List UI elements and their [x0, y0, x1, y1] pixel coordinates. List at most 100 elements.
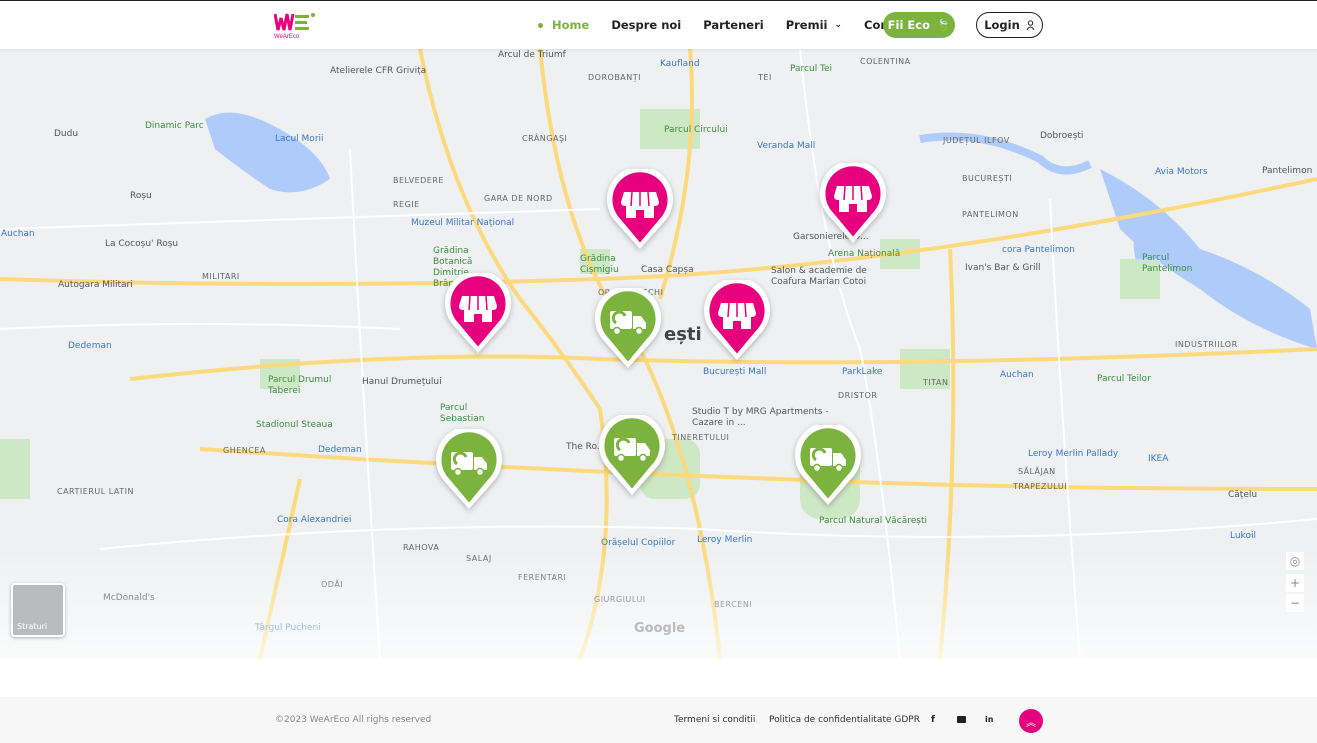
partner-map[interactable]: Arcul de Triumf Kaufland Parcul Tei COLENTI… — [0, 49, 1317, 659]
map-label: Arena Națională — [828, 249, 901, 259]
map-label: BELVEDERE — [393, 176, 444, 185]
store-pin[interactable] — [818, 160, 888, 253]
map-label: Veranda Mall — [757, 141, 816, 151]
map-label: Salon & academie de Coafura Marian Cotoi — [771, 266, 867, 287]
store-icon — [459, 295, 497, 322]
map-label: SĂLĂJAN — [1018, 467, 1056, 476]
map-label: Dobroești — [1040, 131, 1084, 141]
map-label: CRÂNGAȘI — [522, 134, 568, 143]
main-nav: Home Despre noi Parteneri Premii⌄ Contac… — [538, 1, 936, 49]
youtube-icon[interactable] — [957, 716, 966, 723]
map-label: Roșu — [130, 191, 152, 201]
nav-despre-noi[interactable]: Despre noi — [611, 18, 681, 32]
my-location-button[interactable]: ◎ — [1286, 552, 1304, 570]
map-label: Dedeman — [68, 341, 112, 351]
nav-premii[interactable]: Premii ⌄ — [786, 18, 842, 32]
map-label: INDUSTRIILOR — [1175, 340, 1238, 349]
map-label: Lacul Morii — [275, 134, 324, 144]
map-label: DRISTOR — [838, 391, 878, 400]
zoom-out-button[interactable]: − — [1286, 594, 1304, 612]
map-label: TRAPEZULUI — [1013, 482, 1068, 491]
layers-button[interactable]: Straturi — [11, 583, 65, 637]
map-label: TEI — [758, 73, 772, 82]
city-label: ești — [664, 324, 702, 345]
map-label: Studio T by MRG Apartments - Cazare in .… — [692, 407, 829, 428]
map-label: Lukoil — [1230, 531, 1256, 541]
map-label: Parcul Natural Văcărești — [819, 516, 928, 526]
facebook-icon[interactable]: f — [931, 715, 935, 725]
map-label: Ivan's Bar & Grill — [965, 263, 1041, 273]
map-label: La Cocoșu' Roșu — [105, 239, 179, 249]
login-button[interactable]: Login — [976, 12, 1043, 38]
privacy-link[interactable]: Politica de confidentialitate GDPR — [769, 715, 920, 725]
weareco-logo[interactable]: WeArEco — [274, 12, 318, 40]
linkedin-icon[interactable]: in — [985, 715, 994, 724]
map-label: București Mall — [703, 367, 767, 377]
map-label: Garsonierele D... — [793, 232, 869, 242]
map-label: PANTELIMON — [962, 210, 1019, 219]
map-label: Parcul Teilor — [1097, 374, 1151, 384]
truck-pin[interactable] — [597, 412, 667, 505]
nav-parteneri[interactable]: Parteneri — [703, 18, 763, 32]
map-label: Parcul Tei — [790, 64, 833, 74]
map-label: ODĂI — [321, 580, 344, 589]
user-icon — [1026, 20, 1035, 30]
map-label: Hanul Drumețului — [362, 377, 442, 387]
nav-label: Premii — [785, 18, 828, 32]
google-attribution: Google — [634, 621, 686, 636]
map-label: SALAJ — [466, 554, 492, 563]
map-label: GIURGIULUI — [594, 595, 646, 604]
truck-icon — [614, 437, 650, 463]
scroll-to-top-button[interactable]: ︽ — [1019, 709, 1043, 733]
map-label: Arcul de Triumf — [498, 50, 566, 60]
nav-home[interactable]: Home — [538, 18, 589, 32]
map-label: Pantelimon — [1262, 166, 1313, 176]
truck-pin[interactable] — [434, 426, 504, 519]
map-label: The Ro... — [566, 442, 606, 452]
map-label: Leroy Merlin — [697, 535, 753, 545]
map-label: Avia Motors — [1155, 167, 1208, 177]
store-pin[interactable] — [605, 166, 675, 259]
map-label: TINERETULUI — [672, 433, 730, 442]
truck-icon — [610, 310, 646, 336]
terms-link[interactable]: Termeni si conditii — [674, 715, 756, 725]
store-icon — [718, 302, 756, 329]
map-label: CARTIERUL LATIN — [57, 487, 134, 496]
map-label: Cora Alexandriei — [277, 515, 352, 525]
map-label: Târgul Pucheni — [255, 623, 321, 633]
store-icon — [621, 191, 659, 218]
map-label: COLENTINA — [860, 57, 911, 66]
map-label: IKEA — [1148, 454, 1169, 464]
map-label: BERCENI — [714, 600, 753, 609]
map-label: MILITARI — [202, 272, 240, 281]
truck-icon — [810, 447, 846, 473]
truck-pin[interactable] — [593, 285, 663, 378]
map-label: Orășelul Copiilor — [601, 538, 676, 548]
map-label: TITAN — [923, 378, 949, 387]
store-pin[interactable] — [443, 270, 513, 363]
button-label: Login — [984, 18, 1020, 32]
map-label: Muzeul Militar Național — [411, 218, 515, 228]
map-label: cora Pantelimon — [1002, 245, 1075, 255]
map-label: Atelierele CFR Grivița — [330, 66, 427, 76]
map-label: DOROBANȚI — [588, 73, 642, 82]
map-label: GHENCEA — [223, 446, 266, 455]
fii-eco-button[interactable]: Fii Eco 🍃 — [883, 12, 955, 38]
top-border — [0, 0, 1317, 1]
map-label: Cățelu — [1228, 490, 1258, 500]
nav-label: Parteneri — [703, 18, 764, 32]
map-label: ParkLake — [842, 367, 883, 377]
map-label: JUDEȚUL ILFOV — [943, 136, 1010, 145]
map-label: Parcul Pantelimon — [1142, 253, 1193, 274]
store-icon — [834, 185, 872, 212]
zoom-in-button[interactable]: + — [1286, 574, 1304, 592]
map-label: Casa Capșa — [641, 265, 694, 275]
layers-label: Straturi — [17, 622, 48, 631]
double-chevron-up-icon: ︽ — [1026, 717, 1036, 729]
store-pin[interactable] — [702, 277, 772, 370]
map-label: Leroy Merlin Pallady — [1028, 449, 1119, 459]
map-label: Autogara Militari — [58, 280, 133, 290]
svg-text:WeArEco: WeArEco — [274, 34, 300, 40]
truck-icon — [451, 451, 487, 477]
truck-pin[interactable] — [793, 422, 863, 515]
